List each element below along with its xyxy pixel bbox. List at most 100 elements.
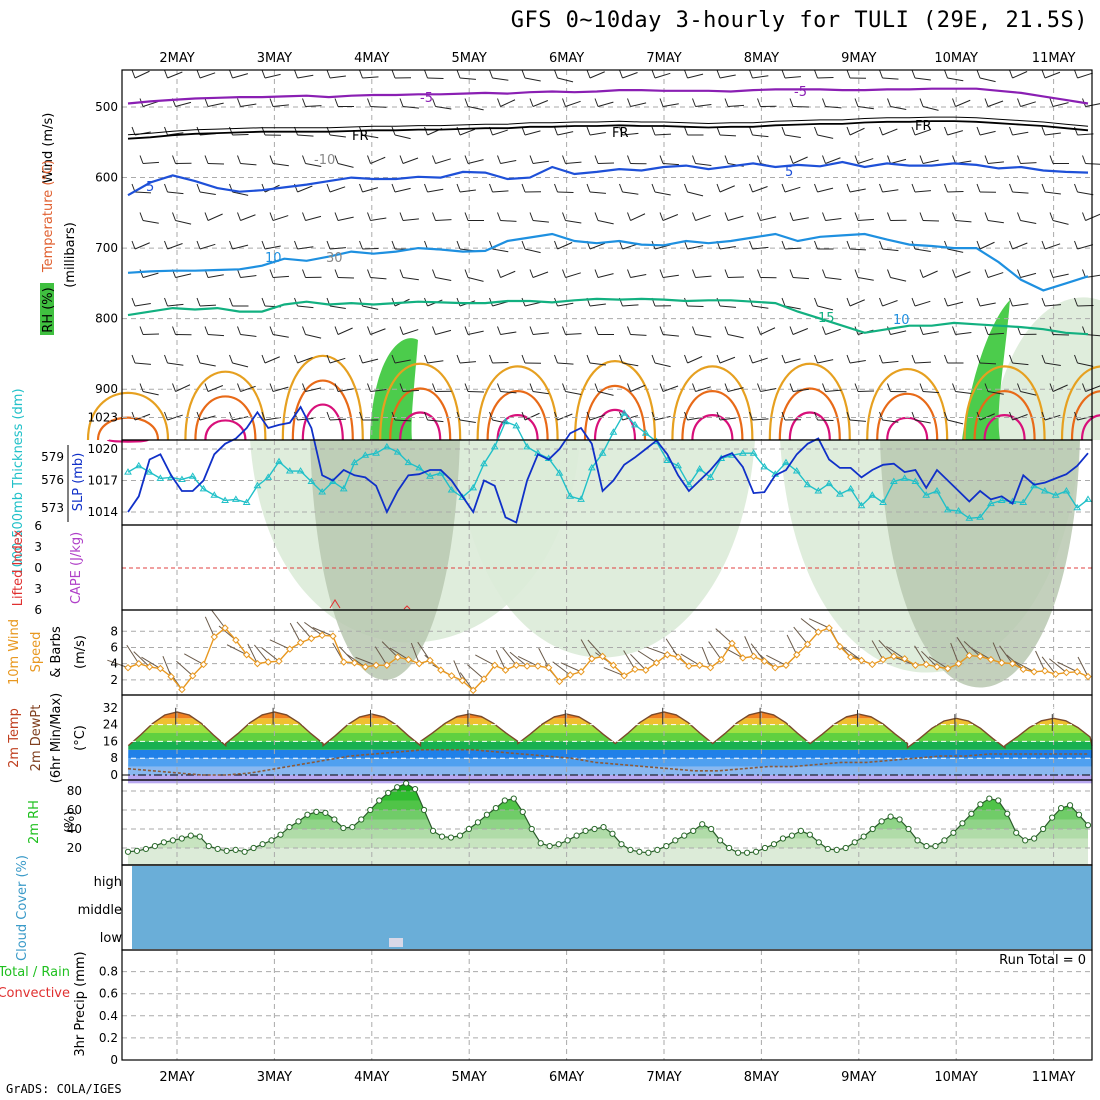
wind-barb-flag — [781, 354, 786, 364]
wind-barb — [752, 75, 769, 79]
wind-speed-point — [534, 662, 542, 670]
rh-point — [941, 837, 948, 844]
date-label-bottom: 4MAY — [354, 1070, 389, 1085]
wind-barb-flag — [692, 269, 696, 278]
rh-point — [842, 844, 849, 852]
wind-barb — [337, 163, 354, 168]
wind-barb-flag — [1074, 183, 1078, 193]
wind-barb-flag — [749, 126, 753, 136]
wind-barb-flag — [1009, 126, 1013, 136]
thickness-point — [156, 474, 165, 481]
wind-barb — [1012, 191, 1029, 194]
wind-barb — [1077, 304, 1094, 307]
wind-barb-flag — [229, 297, 233, 307]
wind-barb — [524, 77, 541, 82]
rh-point — [555, 841, 562, 848]
date-label-bottom: 8MAY — [744, 1070, 779, 1085]
wind-barb-10m — [184, 653, 204, 665]
rh-point — [133, 847, 141, 854]
wind-barb-flag — [1041, 126, 1046, 136]
wind-barb-flag — [269, 155, 274, 164]
wind-barb — [662, 163, 679, 166]
wind-barb — [857, 158, 874, 164]
wind-barb — [955, 99, 971, 107]
wind-barb-10m — [162, 656, 172, 677]
wind-barb — [597, 101, 614, 107]
wind-barb — [947, 190, 964, 193]
wind-barb-flag — [887, 98, 891, 107]
wind-barb-flag — [911, 354, 916, 364]
hottest-contour — [301, 403, 344, 441]
thickness-point — [857, 501, 866, 509]
wind-barb-10m — [914, 645, 927, 665]
wind-barb — [142, 333, 160, 335]
wind-barb-flag — [164, 183, 168, 193]
wind-barb-flag — [204, 383, 209, 392]
wind-barb — [557, 302, 574, 307]
wind-barb-flag — [594, 326, 599, 335]
wind-barb — [719, 305, 736, 308]
axis-label-precip: 3hr Precip (mm) — [73, 951, 88, 1056]
wind-barb — [402, 329, 419, 335]
wind-barb-10m — [766, 654, 787, 666]
thickness-point — [188, 472, 197, 479]
wind-barb-flag — [1041, 354, 1046, 364]
wind-barb — [532, 160, 549, 164]
wind-barb — [987, 332, 1004, 335]
wind-barb-flag — [814, 240, 818, 250]
wind-barb — [914, 300, 931, 307]
wind-barb-10m — [587, 639, 603, 657]
wind-barb-flag — [497, 98, 501, 107]
wind-barb — [1020, 391, 1037, 396]
wind-barb — [272, 334, 289, 338]
thickness-point — [1073, 503, 1082, 511]
wind-barb-flag — [294, 69, 298, 79]
wind-barb-10m — [793, 626, 808, 645]
wind-barb — [1077, 415, 1094, 421]
rh-point — [205, 843, 212, 850]
contour-label: -5 — [420, 91, 433, 106]
rh-point — [447, 834, 455, 841]
axis-label-wind10m: 10m Wind — [7, 619, 22, 685]
wind-barb-flag — [651, 69, 656, 79]
wind-barb-flag — [749, 354, 753, 364]
wind-barb — [207, 163, 225, 165]
wind-barb-flag — [399, 155, 404, 164]
wind-barb-10m — [211, 610, 226, 629]
cloud-cover-area — [132, 866, 1092, 949]
wind-barb — [1052, 384, 1068, 392]
wind-barb-10m — [786, 634, 798, 655]
wind-barb — [370, 217, 387, 221]
wind-barb-flag — [1041, 183, 1046, 193]
wind-barb-flag — [846, 240, 851, 250]
wind-barb — [524, 301, 541, 307]
wind-barb — [752, 246, 769, 250]
wind-barb — [589, 242, 606, 250]
rh-shading-high — [962, 300, 1010, 440]
wind-barb — [752, 357, 768, 364]
rh-point — [178, 835, 185, 842]
tick-label-lifted: 6 — [34, 603, 42, 617]
rh-band — [128, 848, 1088, 865]
wind-barb — [654, 133, 672, 136]
wind-barb-flag — [1074, 240, 1078, 250]
wind-barb-flag — [976, 69, 981, 79]
wind-speed-point — [372, 661, 380, 669]
warm-contour — [768, 362, 851, 441]
wind-barb-flag — [846, 69, 851, 79]
wind-barb-flag — [424, 354, 428, 364]
rh-point — [124, 848, 132, 855]
wind-speed-point — [318, 631, 326, 640]
wind-speed-point — [685, 662, 693, 670]
wind-barb — [1077, 72, 1093, 79]
wind-barb — [500, 270, 516, 278]
rh-point — [788, 832, 796, 839]
thickness-point — [641, 429, 650, 436]
wind-barb-flag — [1017, 383, 1021, 392]
wind-speed-point — [588, 655, 596, 663]
thickness-point — [329, 477, 337, 485]
rh-point — [734, 849, 742, 856]
wind-barb — [232, 244, 249, 250]
hottest-contour — [399, 411, 442, 441]
wind-barb — [987, 272, 1004, 278]
